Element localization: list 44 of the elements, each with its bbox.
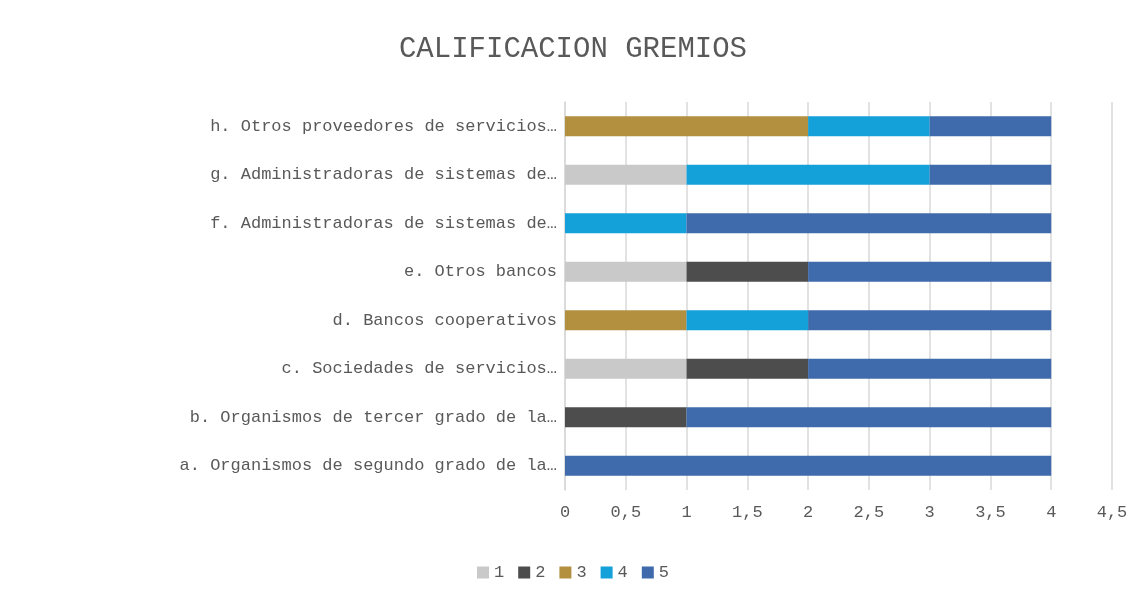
- y-tick-label: a. Organismos de segundo grado de la…: [179, 456, 557, 476]
- y-tick-label: f. Administradoras de sistemas de…: [210, 213, 557, 233]
- x-tick-label: 1: [681, 503, 692, 522]
- y-tick-label: g. Administradoras de sistemas de…: [210, 165, 557, 185]
- bar: [565, 213, 687, 234]
- x-tick-label: 4: [1046, 503, 1057, 522]
- x-tick-label: 0: [559, 503, 571, 522]
- bar: [686, 358, 809, 379]
- bar: [686, 261, 809, 282]
- bar: [808, 310, 1052, 331]
- bar: [686, 310, 809, 331]
- x-tick-label: 3: [924, 503, 935, 522]
- bar: [929, 164, 1052, 185]
- x-tick-label: 2: [803, 503, 814, 522]
- y-tick-label: c. Sociedades de servicios…: [281, 359, 557, 379]
- bar: [565, 310, 687, 331]
- bar: [565, 164, 687, 185]
- bar: [565, 407, 687, 428]
- x-tick-label: 4,5: [1096, 503, 1128, 522]
- x-tick-label: 1,5: [732, 503, 763, 522]
- bar: [929, 116, 1052, 137]
- bar: [565, 455, 1052, 476]
- bar: [686, 164, 930, 185]
- legend-label: 4: [617, 563, 628, 582]
- bar: [686, 407, 1052, 428]
- bar: [565, 358, 687, 379]
- y-tick-label: h. Otros proveedores de servicios…: [210, 116, 557, 136]
- chart-title: CALIFICACION GREMIOS: [398, 33, 748, 66]
- legend-label: 1: [494, 563, 505, 582]
- legend-label: 5: [658, 563, 670, 582]
- legend-label: 3: [576, 563, 587, 582]
- y-tick-label: e. Otros bancos: [403, 262, 557, 282]
- bar: [565, 116, 809, 137]
- bar: [565, 261, 687, 282]
- y-tick-label: b. Organismos de tercer grado de la…: [189, 407, 557, 427]
- y-tick-label: d. Bancos cooperativos: [332, 310, 557, 330]
- bar: [808, 261, 1052, 282]
- x-tick-label: 3,5: [975, 503, 1006, 522]
- x-tick-label: 2,5: [853, 503, 885, 522]
- bar: [686, 213, 1052, 234]
- bar: [808, 116, 930, 137]
- bar: [808, 358, 1052, 379]
- x-tick-label: 0,5: [610, 503, 642, 522]
- legend-label: 2: [535, 563, 546, 582]
